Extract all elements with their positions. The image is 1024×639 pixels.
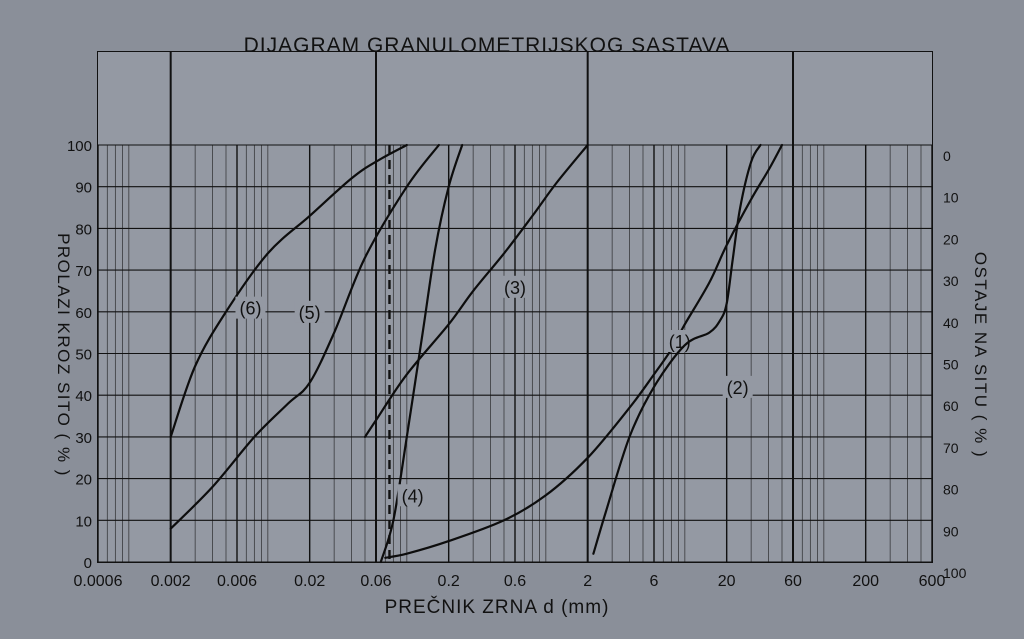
y-tick-label-right: 60: [943, 398, 959, 414]
y-tick-label-left: 40: [75, 388, 92, 405]
series-label-bg: [294, 300, 325, 323]
x-tick-label: 60: [784, 573, 802, 590]
x-tick-label: 20: [718, 573, 736, 590]
y-axis-label-left: PROLAZI KROZ SITO ( % ): [54, 233, 73, 477]
y-tick-label-left: 20: [75, 472, 92, 489]
y-tick-label-right: 80: [943, 482, 959, 498]
series-label-4: (4): [402, 486, 424, 506]
x-tick-label: 0.006: [217, 573, 257, 590]
y-tick-label-left: 90: [75, 180, 92, 197]
series-label-bg: [500, 275, 530, 298]
y-axis-label-right: OSTAJE NA SITU ( % ): [971, 252, 990, 458]
series-line-3: [363, 143, 589, 438]
series-line-5: [169, 143, 440, 530]
x-tick-label: 0.0006: [74, 573, 123, 590]
series-label-5: (5): [299, 303, 321, 323]
series-label-2: (2): [727, 378, 749, 398]
series-line-4: [379, 143, 464, 564]
series-line-2: [592, 143, 762, 555]
series-label-bg: [722, 375, 753, 398]
y-tick-label-right: 70: [943, 440, 959, 456]
x-tick-label: 0.02: [294, 573, 325, 590]
y-tick-label-left: 70: [75, 263, 92, 280]
y-tick-label-left: 0: [84, 555, 92, 572]
x-tick-label: 200: [852, 573, 879, 590]
series-label-3: (3): [504, 278, 526, 298]
grid: [97, 52, 933, 563]
series-label-6: (6): [239, 299, 261, 319]
series-label-bg: [235, 296, 266, 319]
y-tick-label-right: 50: [943, 357, 959, 373]
x-axis-label: PREČNIK ZRNA d (mm): [385, 596, 610, 618]
y-tick-label-left: 60: [75, 305, 92, 322]
y-tick-label-right: 10: [943, 190, 959, 206]
x-tick-label: 0.2: [438, 573, 460, 590]
y-tick-label-right: 30: [943, 273, 959, 289]
y-tick-label-left: 80: [75, 221, 92, 238]
x-tick-label: 0.002: [151, 573, 191, 590]
x-tick-label: 0.6: [504, 573, 526, 590]
y-tick-label-right: 40: [943, 315, 959, 331]
y-tick-label-right: 20: [943, 231, 959, 247]
y-tick-label-left: 10: [75, 513, 92, 530]
series-label-bg: [397, 484, 428, 507]
tick-labels: 0.0006 0.002 0.006 0.02 0.06 0.2 0.6 2 6 20 60 200 6…: [67, 138, 967, 590]
x-tick-label: 0.06: [360, 573, 391, 590]
series-label-1: (1): [669, 332, 691, 352]
series-line-1: [384, 143, 784, 559]
x-tick-label: 600: [919, 573, 946, 590]
y-tick-label-left: 50: [75, 347, 92, 364]
series-layer: (1) (2) (3) (4) (5) (6): [169, 143, 784, 564]
y-tick-label-right: 100: [943, 565, 967, 581]
y-tick-label-left: 100: [67, 138, 92, 155]
x-tick-label: 6: [650, 573, 659, 590]
y-tick-label-right: 90: [943, 523, 959, 539]
y-tick-label-right: 0: [943, 148, 951, 164]
series-line-6: [169, 143, 408, 438]
series-label-bg: [664, 329, 695, 352]
x-tick-label: 2: [583, 573, 592, 590]
y-tick-label-left: 30: [75, 430, 92, 447]
